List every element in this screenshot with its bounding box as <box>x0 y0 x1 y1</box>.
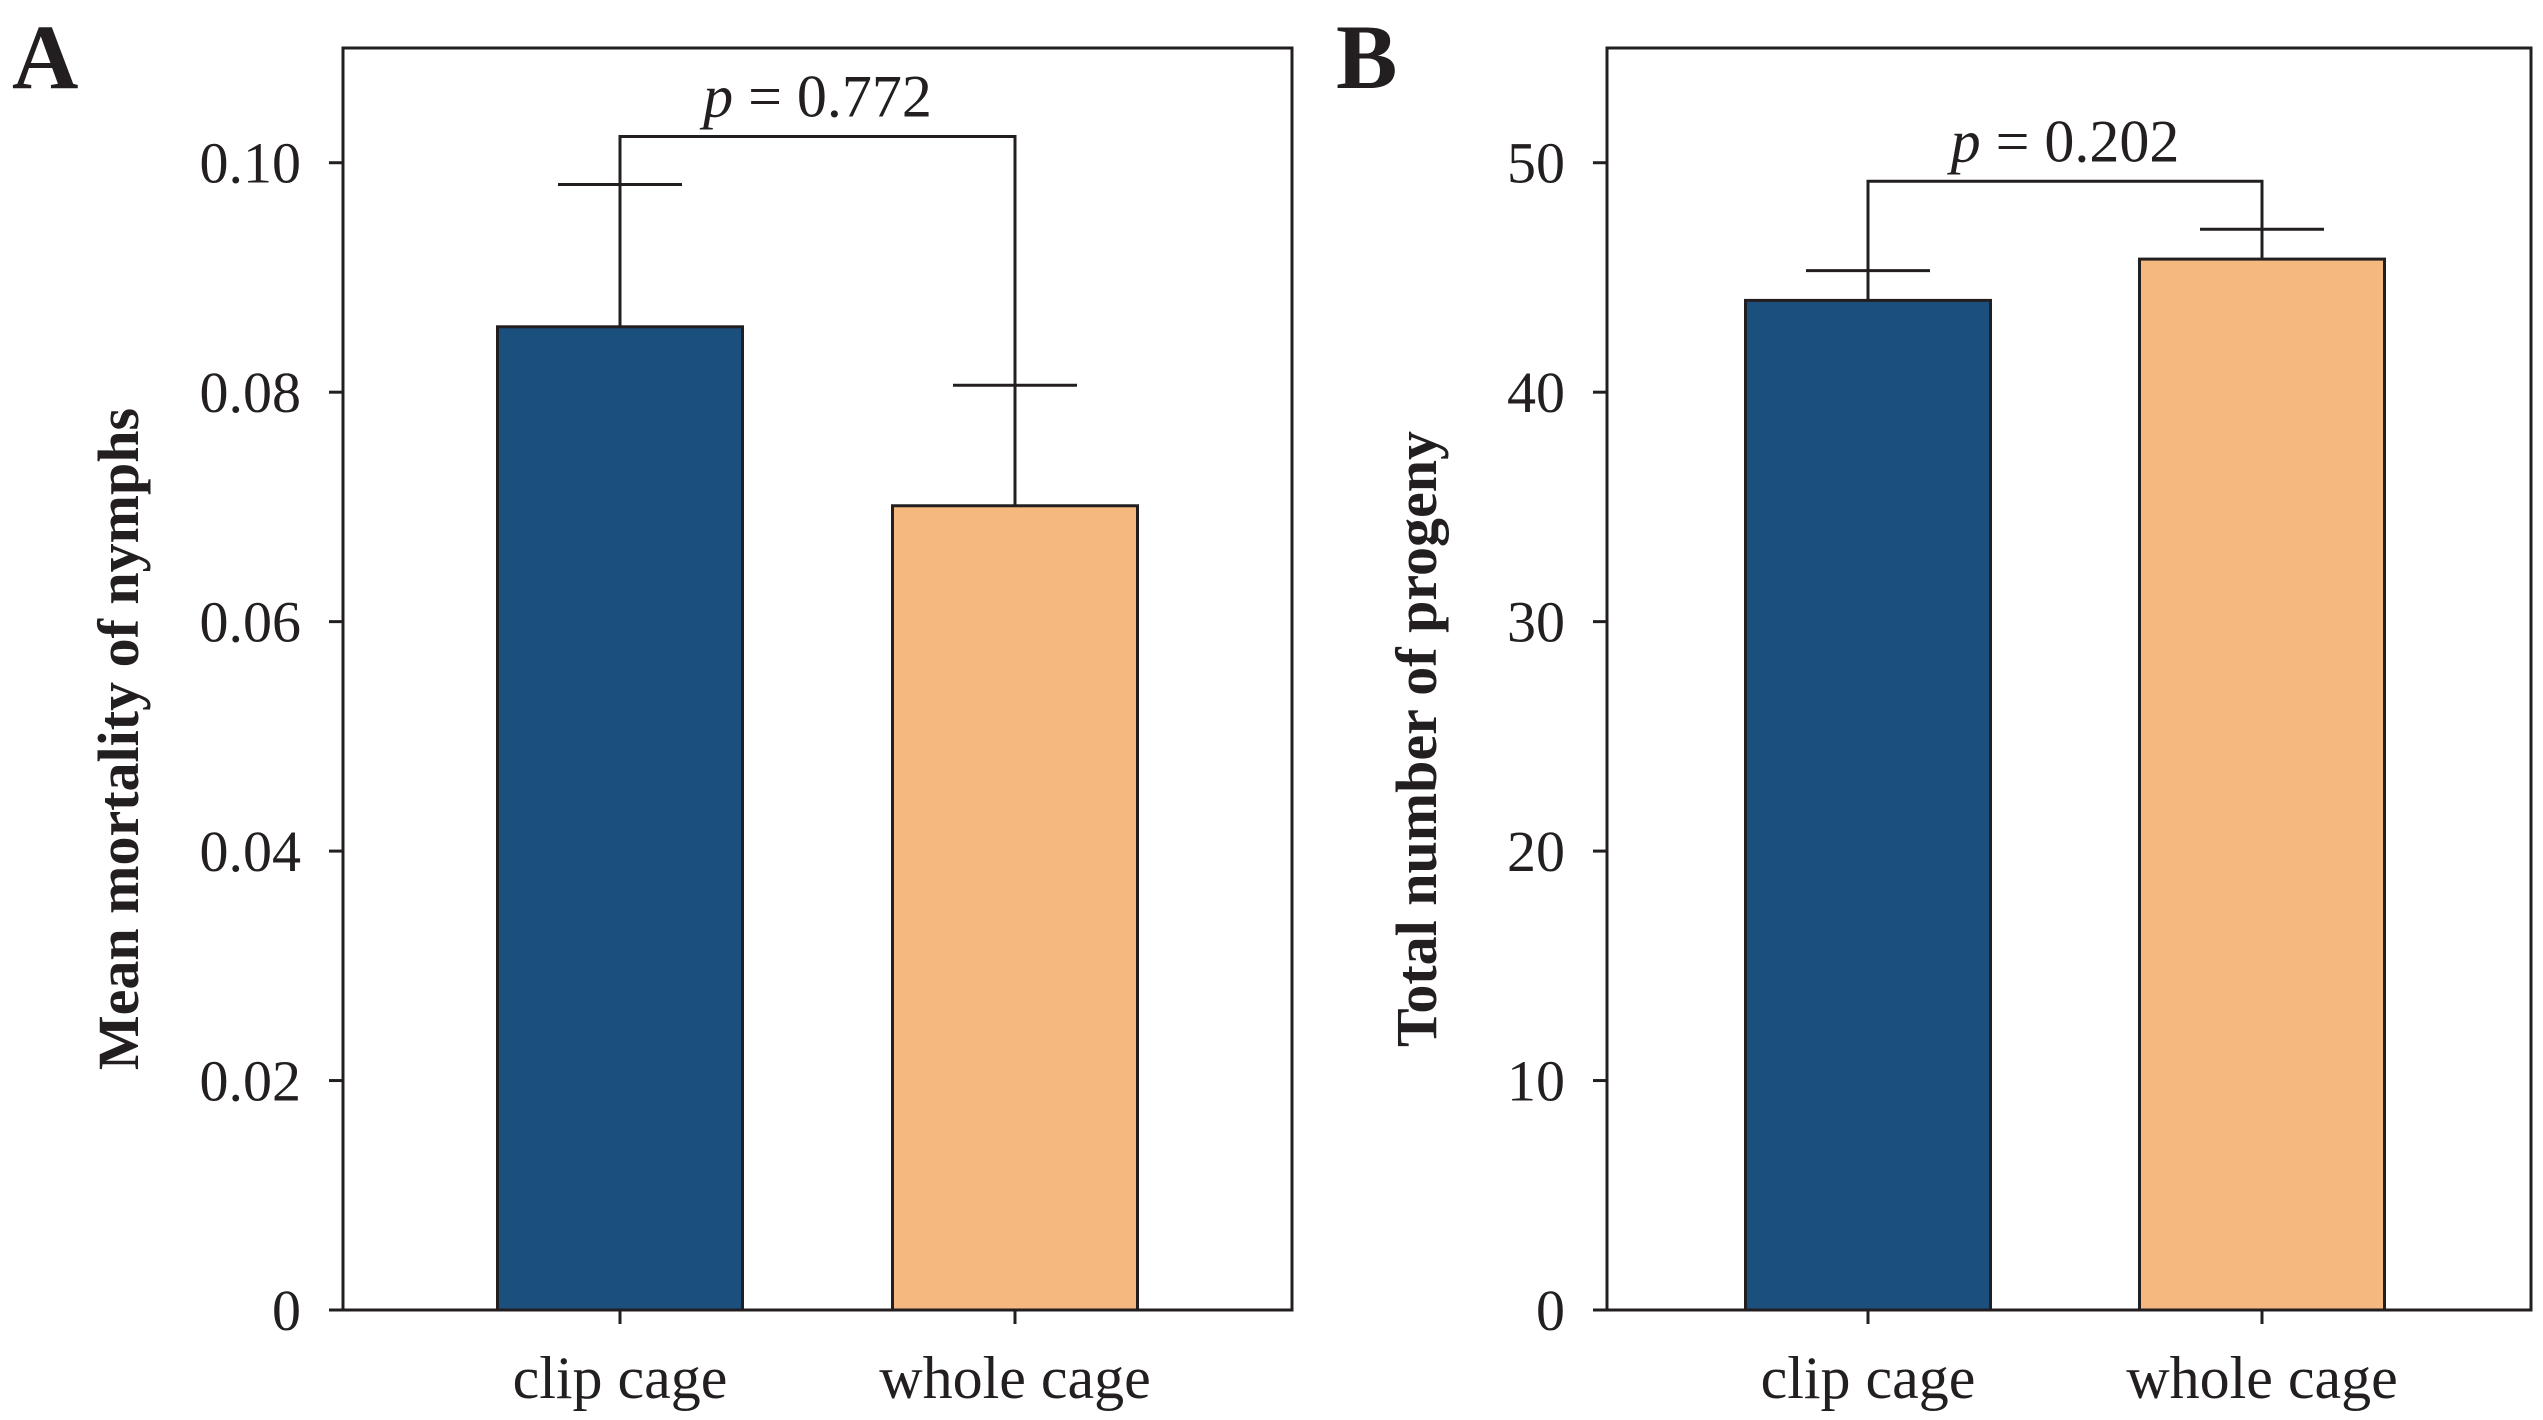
panel-a-y-tick-label: 0.10 <box>200 131 302 196</box>
panel-a: A 0 0.02 0.04 0.06 0.08 0.10 clip cage whole c… <box>12 6 1294 1411</box>
panel-a-y-tick-label: 0.04 <box>200 819 302 884</box>
panel-b-y-axis-label: Total number of progeny <box>1384 431 1449 1047</box>
panel-b-y-axis: 0 10 20 30 40 50 <box>1507 131 1607 1343</box>
panel-b-p-value: p = 0.202 <box>1947 108 2180 174</box>
panel-a-y-tick-label: 0.02 <box>200 1049 302 1114</box>
panel-b-bar-clip-cage <box>1744 298 1992 1312</box>
panel-a-x-tick-label: clip cage <box>513 1345 728 1411</box>
panel-a-bars <box>496 183 1139 1312</box>
panel-a-bar-whole-cage <box>891 504 1139 1312</box>
panel-a-p-symbol: p <box>699 64 733 130</box>
panel-a-y-tick-label: 0.06 <box>200 590 302 655</box>
panel-a-p-value: p = 0.772 <box>699 64 932 130</box>
panel-a-y-tick-label: 0 <box>272 1278 301 1343</box>
panel-a-p-value-number: = 0.772 <box>733 64 932 130</box>
panel-a-y-axis: 0 0.02 0.04 0.06 0.08 0.10 <box>200 131 343 1343</box>
panel-b-plot-frame <box>1605 46 2533 1312</box>
panel-b-x-axis: clip cage whole cage <box>1761 1310 2398 1411</box>
panel-b-x-tick-label: whole cage <box>2126 1345 2398 1411</box>
panel-b-bars <box>1744 227 2386 1312</box>
panel-a-plot-frame <box>341 46 1294 1312</box>
panel-b-p-symbol: p <box>1947 108 1981 174</box>
panel-a-x-axis: clip cage whole cage <box>513 1310 1151 1411</box>
panel-b-x-tick-label: clip cage <box>1761 1345 1976 1411</box>
panel-b-y-tick-label: 40 <box>1507 360 1565 425</box>
panel-b-letter: B <box>1336 6 1397 108</box>
panel-b-p-value-number: = 0.202 <box>1981 108 2180 174</box>
panel-a-bracket-line <box>618 135 1017 386</box>
panel-b-significance-bracket: p = 0.202 <box>1866 108 2264 271</box>
panel-a-bar-clip-cage <box>496 325 744 1312</box>
panel-a-y-tick-label: 0.08 <box>200 360 302 425</box>
panel-b-y-tick-label: 0 <box>1536 1278 1565 1343</box>
panel-b-y-tick-label: 30 <box>1507 590 1565 655</box>
panel-b-y-tick-label: 50 <box>1507 131 1565 196</box>
panel-b-y-tick-label: 10 <box>1507 1049 1565 1114</box>
panel-b-bar-whole-cage <box>2138 257 2386 1312</box>
panel-b: B 0 10 20 30 40 50 clip cage whole cage p = 0.… <box>1336 6 2533 1411</box>
panel-b-bracket-line <box>1866 179 2264 271</box>
panel-a-significance-bracket: p = 0.772 <box>618 64 1017 386</box>
panel-a-y-axis-label: Mean mortality of nymphs <box>86 408 151 1070</box>
panel-a-letter: A <box>12 6 78 108</box>
panel-a-x-tick-label: whole cage <box>879 1345 1151 1411</box>
panel-b-y-tick-label: 20 <box>1507 819 1565 884</box>
